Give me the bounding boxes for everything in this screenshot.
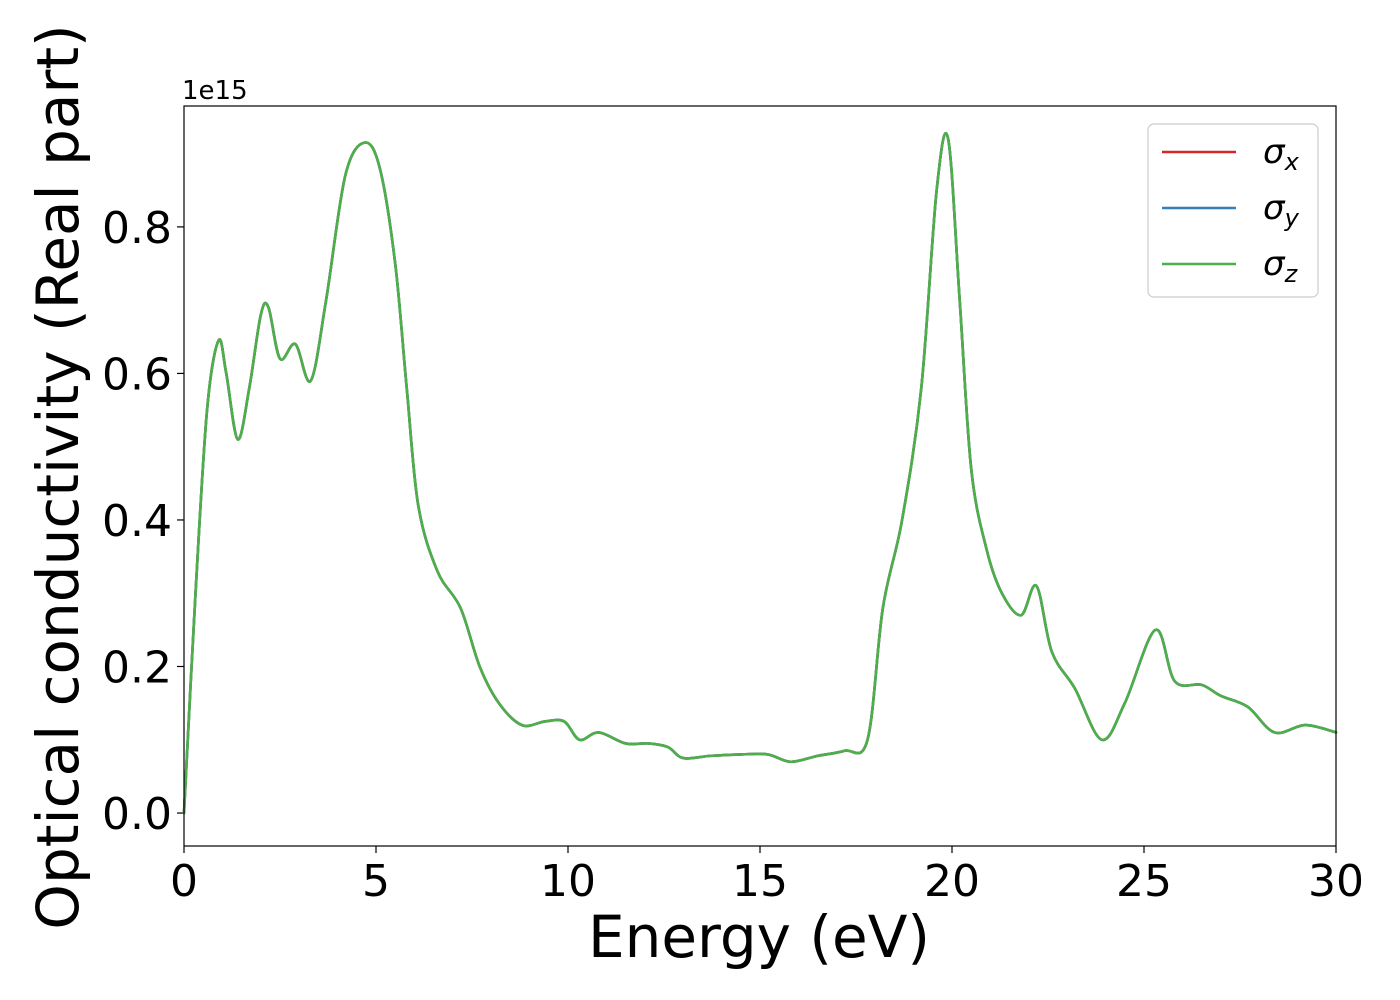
legend-items: σx σy σz	[1162, 132, 1300, 288]
y-tick-label: 0.6	[102, 349, 172, 400]
series-line-z	[182, 131, 1338, 815]
y-tick-label: 0.4	[102, 496, 172, 547]
y-tick-label: 0.8	[102, 203, 172, 254]
x-tick-label: 20	[924, 856, 980, 907]
x-tick-label: 10	[540, 856, 596, 907]
x-axis-label: Energy (eV)	[588, 903, 930, 971]
x-axis-ticks: 0 5 10 15 20 25 30	[170, 846, 1364, 907]
plot-frame	[183, 105, 1337, 847]
x-tick-label: 15	[732, 856, 788, 907]
x-tick-label: 5	[362, 856, 390, 907]
x-tick-label: 30	[1308, 856, 1364, 907]
legend-label-y: σy	[1263, 188, 1300, 232]
x-tick-label: 25	[1116, 856, 1172, 907]
y-tick-label: 0.0	[102, 789, 172, 840]
series-layer	[182, 131, 1338, 815]
y-axis-ticks: 0.0 0.2 0.4 0.6 0.8	[102, 203, 184, 840]
y-tick-label: 0.2	[102, 642, 172, 693]
legend-label-x: σx	[1263, 132, 1300, 176]
x-tick-label: 0	[170, 856, 198, 907]
y-axis-offset-label: 1e15	[182, 76, 248, 106]
legend-box	[1147, 123, 1319, 298]
y-axis-label: Optical conductivity (Real part)	[24, 24, 92, 929]
legend-label-z: σz	[1263, 244, 1299, 288]
legend: σx σy σz	[1147, 123, 1319, 298]
